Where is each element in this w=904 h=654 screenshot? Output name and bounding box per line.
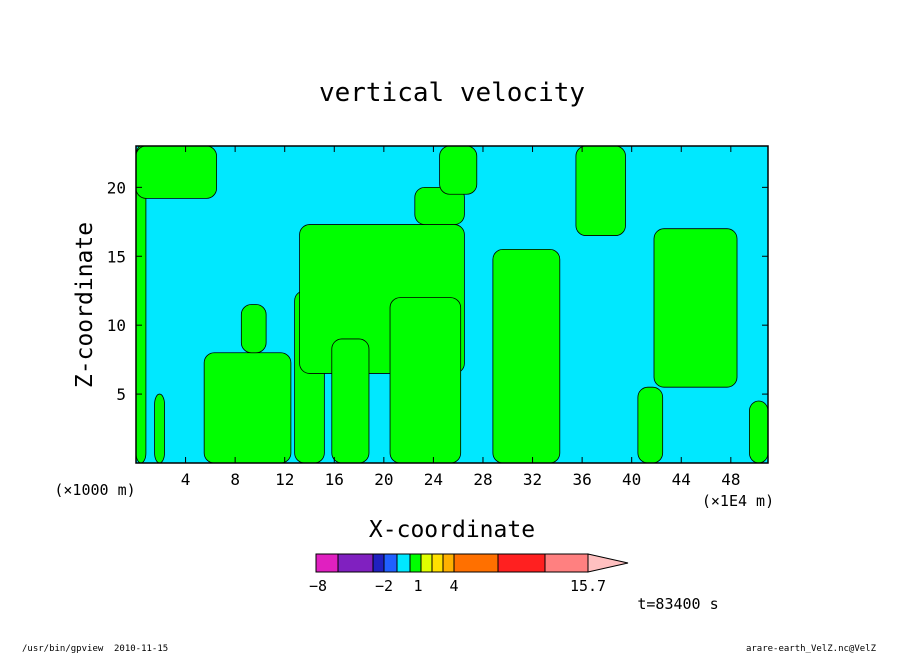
- x-tick-label: 48: [721, 470, 740, 489]
- positive-region: [653, 228, 738, 388]
- x-tick-label: 44: [672, 470, 691, 489]
- colorbar-bin: [442, 553, 455, 573]
- y-axis-label: Z-coordinate: [72, 222, 98, 388]
- colorbar-bin: [315, 553, 339, 573]
- x-tick-label: 24: [424, 470, 443, 489]
- x-tick-label: 8: [230, 470, 240, 489]
- y-axis-ticks: 5 10 15 20: [107, 178, 768, 404]
- positive-region: [749, 400, 768, 463]
- x-axis-ticks: 4 8 12 16 20 24 28 32 36 40 44 48: [181, 146, 740, 489]
- colorbar-bin: [420, 553, 433, 573]
- positive-region: [575, 146, 626, 236]
- y-tick-label: 5: [116, 385, 126, 404]
- colorbar-arrow: [587, 553, 629, 573]
- colorbar-bins: [315, 553, 589, 573]
- plot-area: [136, 146, 768, 463]
- colorbar-label: −8: [309, 577, 327, 595]
- plot-frame: [135, 145, 769, 464]
- plot-date: 2010-11-15: [114, 644, 168, 654]
- colorbar-bin: [431, 553, 444, 573]
- program-path: /usr/bin/gpview: [22, 644, 104, 654]
- y-tick-label: 10: [107, 316, 126, 335]
- colorbar-label: −2: [375, 577, 393, 595]
- colorbar-bin: [453, 553, 499, 573]
- colorbar-label: 1: [413, 577, 422, 595]
- colorbar-bin: [409, 553, 422, 573]
- colorbar-bin: [337, 553, 374, 573]
- positive-region: [203, 352, 292, 463]
- y-tick-label: 20: [107, 178, 126, 197]
- x-tick-label: 12: [275, 470, 294, 489]
- colorbar-label: 15.7: [570, 577, 606, 595]
- x-tick-label: 20: [374, 470, 393, 489]
- x-tick-label: 16: [325, 470, 344, 489]
- positive-region: [240, 304, 267, 354]
- positive-region: [389, 297, 462, 463]
- colorbar-bin: [544, 553, 589, 573]
- y-tick-label: 15: [107, 247, 126, 266]
- positive-region: [154, 393, 165, 463]
- x-tick-label: 40: [622, 470, 641, 489]
- positive-region: [439, 146, 478, 195]
- chart-title: vertical velocity: [319, 78, 585, 108]
- positive-region: [331, 338, 370, 463]
- x-tick-label: 36: [572, 470, 591, 489]
- colorbar-labels: −8 −2 1 4 15.7: [309, 577, 606, 595]
- x-tick-label: 28: [473, 470, 492, 489]
- time-label: t=83400 s: [637, 595, 718, 613]
- positive-velocity-regions: [136, 146, 768, 463]
- positive-region: [136, 146, 147, 463]
- x-tick-label: 4: [181, 470, 191, 489]
- positive-region: [136, 146, 217, 199]
- positive-region: [637, 386, 664, 463]
- source-file: arare-earth_VelZ.nc@VelZ: [746, 644, 877, 654]
- positive-region: [492, 248, 561, 463]
- colorbar-bin: [383, 553, 398, 573]
- x-axis-label: X-coordinate: [369, 517, 535, 543]
- colorbar-bin: [372, 553, 385, 573]
- x-unit-right-label: (×1E4 m): [702, 492, 774, 510]
- positive-region: [414, 186, 465, 225]
- colorbar-bin: [497, 553, 546, 573]
- colorbar-bin: [396, 553, 411, 573]
- colorbar: −8 −2 1 4 15.7: [309, 553, 629, 595]
- x-unit-left-label: (×1000 m): [54, 481, 135, 499]
- colorbar-label: 4: [449, 577, 458, 595]
- x-tick-label: 32: [523, 470, 542, 489]
